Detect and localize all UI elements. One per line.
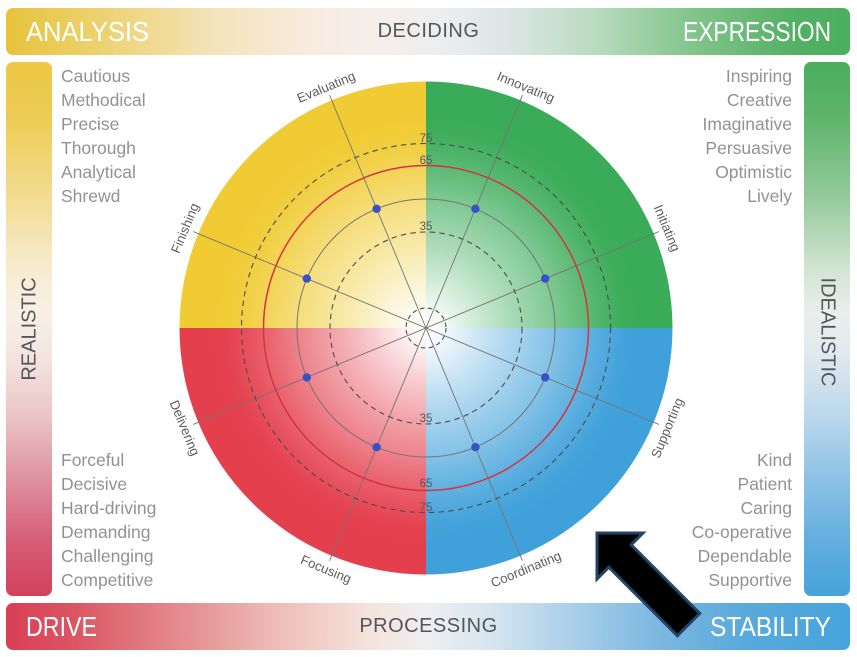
svg-text:65: 65 xyxy=(420,155,433,167)
svg-text:75: 75 xyxy=(420,133,433,145)
svg-text:65: 65 xyxy=(420,478,433,490)
svg-text:75: 75 xyxy=(420,502,433,514)
svg-text:35: 35 xyxy=(420,413,433,425)
svg-text:35: 35 xyxy=(420,221,433,233)
